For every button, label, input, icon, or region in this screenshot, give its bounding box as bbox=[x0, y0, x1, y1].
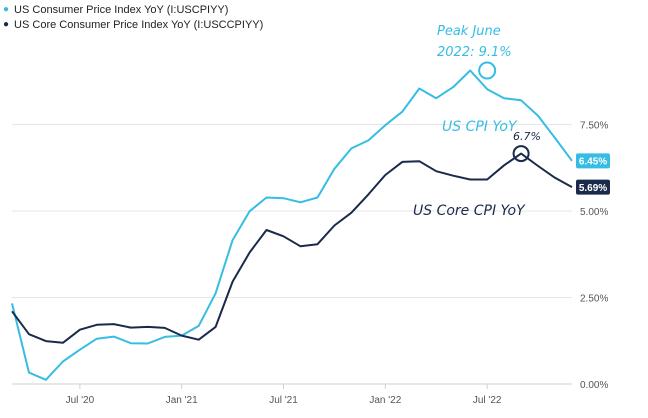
chart-legend: ● US Consumer Price Index YoY (I:USCPIYY… bbox=[0, 2, 263, 32]
annotation-cpi-label-line-0: US CPI YoY bbox=[442, 119, 518, 135]
legend-dot-cpi: ● bbox=[3, 3, 10, 15]
peak-marker-circle bbox=[478, 61, 497, 80]
y-tick-label: 5.00% bbox=[580, 207, 608, 218]
y-axis: 0.00% 2.50% 5.00% 7.50% bbox=[580, 121, 608, 392]
legend-item-cpi[interactable]: ● US Consumer Price Index YoY (I:USCPIYY… bbox=[0, 2, 263, 17]
annotation-core-high-line-0: 6.7% bbox=[513, 130, 541, 143]
x-tick-label: Jul '22 bbox=[473, 395, 502, 406]
badge-label: 6.45% bbox=[579, 157, 607, 168]
series-layer bbox=[11, 69, 573, 381]
series-line-core-cpi bbox=[11, 152, 573, 344]
last-value-badge-cpi: 6.45% bbox=[576, 153, 610, 169]
y-tick-label: 0.00% bbox=[580, 380, 608, 391]
badge-background bbox=[576, 179, 610, 195]
series-line-cpi bbox=[11, 69, 573, 381]
x-tick-label: Jan '21 bbox=[166, 395, 198, 406]
legend-label-core-cpi: US Core Consumer Price Index YoY (I:USCC… bbox=[14, 18, 264, 31]
x-tick-label: Jul '21 bbox=[269, 395, 298, 406]
x-axis: Jul '20 Jan '21 Jul '21 Jan '22 Jul '22 bbox=[12, 383, 572, 406]
marker-layer bbox=[478, 61, 530, 163]
legend-dot-core-cpi: ● bbox=[3, 18, 10, 30]
y-tick-label: 7.50% bbox=[580, 121, 608, 132]
x-tick-label: Jul '20 bbox=[66, 395, 95, 406]
core-high-marker-circle bbox=[512, 145, 530, 163]
annotation-peak-line-1: 2022: 9.1% bbox=[437, 45, 512, 60]
legend-item-core-cpi[interactable]: ● US Core Consumer Price Index YoY (I:US… bbox=[0, 17, 263, 32]
y-tick-label: 2.50% bbox=[580, 294, 608, 305]
badge-layer: 6.45% 5.69% bbox=[576, 153, 610, 195]
legend-label-cpi: US Consumer Price Index YoY (I:USCPIYY) bbox=[14, 3, 229, 16]
annotation-core-label-line-0: US Core CPI YoY bbox=[413, 203, 526, 219]
last-value-badge-core-cpi: 5.69% bbox=[576, 179, 610, 195]
annotation-peak-line-0: Peak June bbox=[437, 24, 501, 39]
x-tick-label: Jan '22 bbox=[369, 395, 401, 406]
grid-layer bbox=[12, 124, 572, 385]
badge-background bbox=[576, 153, 610, 169]
badge-label: 5.69% bbox=[579, 183, 607, 194]
